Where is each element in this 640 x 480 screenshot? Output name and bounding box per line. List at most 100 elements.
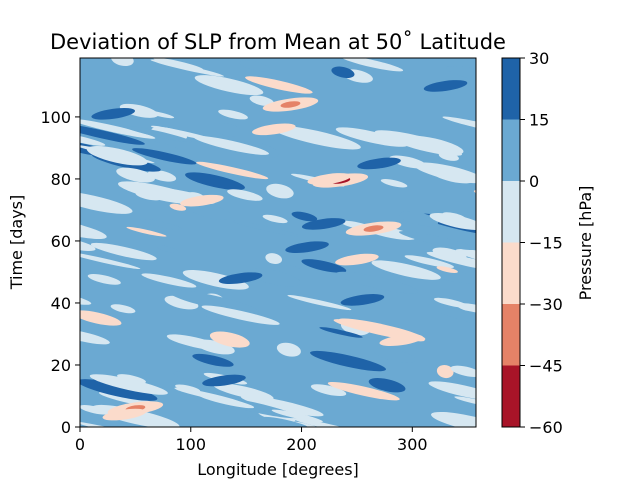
contour-band <box>86 145 148 166</box>
contour-band <box>89 374 168 395</box>
contour-band <box>301 259 347 273</box>
contour-feature <box>218 272 263 284</box>
contour-band <box>239 60 270 72</box>
contour-band <box>319 327 363 338</box>
contour-band <box>335 127 408 147</box>
x-tick-label: 0 <box>75 435 85 454</box>
contour-band <box>292 418 356 427</box>
contour-feature <box>202 374 246 387</box>
contour-band <box>80 252 141 270</box>
contour-feature <box>285 241 329 253</box>
contour-band <box>213 383 274 401</box>
contour-band <box>169 203 187 211</box>
contour-band <box>426 251 476 272</box>
colorbar-tick-label: −30 <box>529 295 563 314</box>
colorbar-tick-label: −60 <box>529 418 563 437</box>
contour-band <box>227 189 263 201</box>
contour-band <box>423 266 476 284</box>
colorbar-swatch <box>502 365 520 427</box>
contour-band <box>291 211 318 222</box>
contour-band <box>80 236 96 251</box>
contour-band <box>135 191 161 201</box>
field-background <box>80 58 476 427</box>
contour-feature <box>423 80 468 92</box>
contour-band <box>166 334 223 351</box>
contour-feature <box>91 107 136 120</box>
contour-band <box>80 217 107 239</box>
colorbar-tick-label: −15 <box>529 234 563 253</box>
contour-band <box>442 116 476 137</box>
contour-band <box>213 122 243 137</box>
contour-band <box>209 331 250 348</box>
contour-band <box>340 58 404 72</box>
y-axis-label: Time [days] <box>7 195 26 291</box>
contour-band <box>271 409 323 423</box>
contour-feature <box>280 101 301 108</box>
contour-band <box>157 245 179 253</box>
contour-band <box>116 167 155 183</box>
contour-band <box>336 271 419 294</box>
contour-band <box>247 416 307 427</box>
contour-band <box>276 342 301 357</box>
contour-feature <box>363 225 384 232</box>
colorbar-swatch <box>502 181 520 243</box>
contour-band <box>132 148 197 165</box>
contour-band <box>232 220 301 237</box>
x-axis: 0 100 200 300 <box>75 427 428 454</box>
y-tick-label: 80 <box>51 170 71 189</box>
contour-band <box>168 290 259 314</box>
contour-band <box>80 410 122 426</box>
y-tick-label: 100 <box>40 108 71 127</box>
contour-band <box>428 381 476 401</box>
contour-band <box>80 404 110 415</box>
contour-band <box>249 95 275 106</box>
contour-band <box>80 310 122 326</box>
colorbar-swatch <box>502 119 520 181</box>
contour-band <box>99 427 163 446</box>
contour-band <box>245 76 313 94</box>
contour-band <box>436 307 476 330</box>
colorbar-label: Pressure [hPa] <box>576 186 595 301</box>
colorbar-tick-label: −45 <box>529 357 563 376</box>
contour-band <box>374 130 452 151</box>
contour-band <box>196 161 269 180</box>
contour-band <box>433 297 469 308</box>
contour-band <box>450 365 476 377</box>
plot-area <box>80 58 476 446</box>
contour-band <box>218 109 248 120</box>
y-tick-label: 20 <box>51 356 71 375</box>
contour-band <box>111 58 134 67</box>
contour-band <box>240 395 324 417</box>
contour-band <box>431 411 476 427</box>
contour-band <box>266 183 294 199</box>
contour-band <box>90 242 157 261</box>
contour-band <box>193 135 269 155</box>
contour-feature <box>379 334 424 346</box>
contour-band <box>380 179 408 188</box>
contour-band <box>80 421 152 427</box>
y-tick-label: 40 <box>51 294 71 313</box>
contour-band <box>80 191 133 214</box>
y-tick-label: 60 <box>51 232 71 251</box>
colorbar: −60 −45 −30 −15 0 15 30 <box>501 49 563 437</box>
contour-band <box>141 273 197 288</box>
y-tick-label: 0 <box>61 418 71 437</box>
contour-band <box>123 125 192 143</box>
contour-band <box>248 268 301 287</box>
chart-title: Deviation of SLP from Mean at 50˚ Latitu… <box>50 30 506 54</box>
contour-band <box>194 75 264 96</box>
contour-band <box>373 348 416 363</box>
contour-feature <box>301 218 346 230</box>
colorbar-tick-label: 30 <box>529 49 549 68</box>
contour-band <box>175 384 201 393</box>
contour-band <box>368 378 406 393</box>
contour-band <box>153 58 204 71</box>
colorbar-swatch <box>502 242 520 304</box>
x-tick-label: 200 <box>286 435 317 454</box>
contour-band <box>80 329 110 345</box>
contour-band <box>110 304 136 314</box>
colorbar-tick-label: 15 <box>529 111 549 130</box>
contour-band <box>327 382 400 401</box>
contour-feature <box>357 157 401 170</box>
contour-band <box>182 269 249 290</box>
